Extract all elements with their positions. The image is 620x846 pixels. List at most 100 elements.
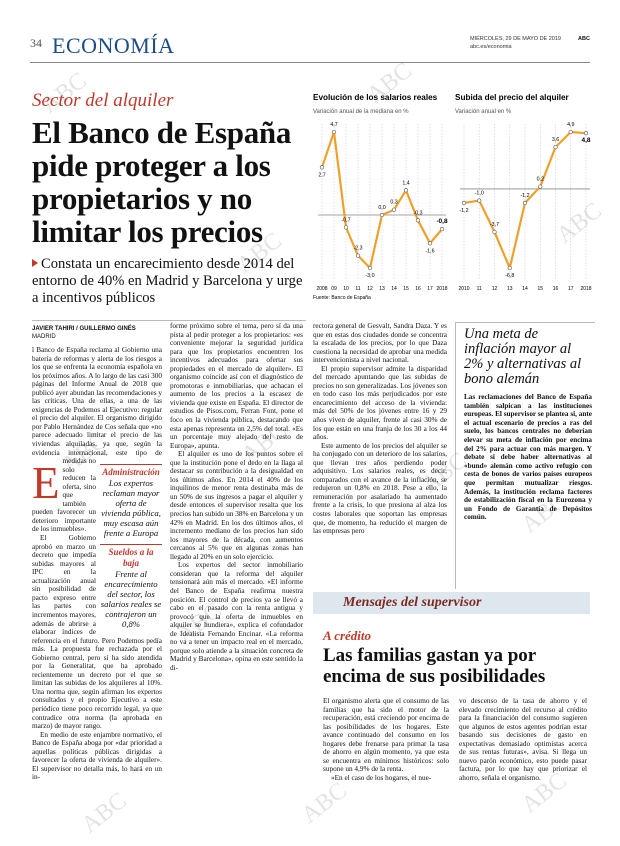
paragraph-text: Este aumento de los precios del alquiler…	[313, 441, 447, 536]
paragraph: rectora general de Gesvalt, Sandra Daza.…	[313, 322, 447, 365]
subhead: Constata un encarecimiento desde 2014 de…	[32, 256, 304, 307]
charts: Evolución de los salarios reales Variació…	[313, 93, 592, 301]
x-tick-label: 17	[568, 286, 574, 292]
kicker: Sector del alquiler	[32, 90, 174, 111]
point	[492, 229, 497, 235]
paragraph-text: El alquiler es uno de los puntos sobre e…	[170, 450, 303, 561]
x-tick-label: 12	[492, 286, 498, 292]
x-tick-label: 16	[553, 286, 559, 292]
point	[331, 129, 337, 135]
data-label: 2,7	[318, 172, 325, 178]
data-label: 0,0	[378, 205, 385, 211]
pull-quote-text: Frente al encarecimiento del sector, los…	[100, 569, 162, 629]
pull-quote-text: Los expertos reclaman mayor oferta de vi…	[101, 478, 161, 538]
paragraph: forme próximo sobre el tema, pero sí da …	[170, 322, 303, 450]
point	[415, 218, 421, 223]
data-label: 4,9	[567, 122, 574, 128]
body-column: forme próximo sobre el tema, pero sí da …	[170, 322, 303, 672]
x-tick-label: 11	[477, 286, 482, 292]
point	[583, 131, 589, 136]
data-label: -0,7	[341, 217, 350, 223]
byline: JAVIER TAHIRI / GUILLERMO GINÉS	[32, 326, 136, 332]
section-title: ECONOMÍA	[52, 33, 175, 58]
data-label: -2,3	[353, 246, 362, 252]
x-tick-label: 15	[403, 286, 409, 292]
watermark: ABC	[296, 777, 352, 829]
x-tick-label: 12	[367, 286, 373, 292]
sidebar-headline: Una meta de inflación mayor al 2% y alte…	[464, 326, 582, 387]
x-tick-label: 2008	[316, 286, 327, 292]
paragraph: »En el caso de los hogares, el nue-	[331, 773, 432, 782]
subhead-text: Constata un encarecimiento desde 2014 de…	[32, 256, 303, 306]
point	[355, 253, 361, 258]
x-tick-label: 15	[537, 286, 543, 292]
kicker: A crédito	[323, 628, 372, 643]
point	[427, 241, 433, 246]
data-label: 4,8	[581, 137, 590, 144]
point	[343, 225, 349, 230]
point	[367, 265, 373, 271]
data-label: -1,2	[520, 193, 529, 199]
section-banner: Mensajes del supervisor	[313, 592, 590, 614]
data-label: -1,2	[459, 208, 468, 214]
data-label: 0,3	[390, 200, 397, 206]
chart-subtitle: Variación anual de la mediana en %	[313, 109, 409, 115]
pull-quote-label: Sueldos a la baja	[100, 544, 162, 569]
brand: ABC	[578, 36, 590, 42]
location: MADRID	[32, 334, 56, 340]
point	[522, 200, 528, 206]
headline: El Banco de España pide proteger a los p…	[32, 115, 292, 249]
x-tick-label: 14	[391, 286, 397, 292]
point	[391, 207, 397, 212]
x-tick-label: 2010	[458, 286, 469, 292]
x-tick-label: 2018	[436, 286, 447, 292]
paragraph-text: En medio de este enjambre normativo, el …	[32, 730, 162, 782]
data-label: 3,6	[552, 137, 559, 143]
paragraph-text: El Gobierno aprobó en marzo un decreto q…	[32, 534, 162, 731]
data-label: -3,0	[365, 273, 374, 279]
data-label: 4,7	[330, 122, 337, 128]
paragraph: El Gobierno aprobó en marzo un decreto q…	[32, 534, 162, 731]
date: MIÉRCOLES, 29 DE MAYO DE 2019	[470, 36, 561, 42]
point	[439, 226, 445, 232]
paragraph-text: Los expertos del sector inmobiliario con…	[170, 561, 303, 672]
data-label: -1,0	[475, 191, 484, 197]
point	[538, 184, 543, 189]
x-tick-label: 13	[507, 286, 513, 292]
data-label: -0,3	[413, 210, 422, 216]
point	[319, 165, 325, 170]
paragraph: Este aumento de los precios del alquiler…	[313, 442, 447, 536]
paragraph-text: l Banco de España reclama al Gobierno un…	[32, 346, 162, 534]
data-label: -1,6	[425, 248, 434, 254]
chart-source: Fuente: Banco de España	[313, 295, 371, 301]
body-column: rectora general de Gesvalt, Sandra Daza.…	[313, 322, 447, 536]
point	[507, 265, 512, 271]
sidebar-text: Las reclamaciones del Banco de España ta…	[464, 393, 592, 522]
pull-quotes: Administración Los expertos reclaman mayo…	[100, 464, 162, 635]
header-rule	[30, 62, 590, 63]
point	[379, 212, 385, 218]
paragraph: vo descenso de la tasa de ahorro y el el…	[459, 697, 587, 782]
x-tick-label: 16	[415, 286, 421, 292]
x-tick-label: 2018	[580, 286, 591, 292]
point	[477, 198, 482, 203]
chart-title: Evolución de los salarios reales	[313, 93, 438, 102]
body-column: El organismo alerta que el consumo de la…	[323, 697, 449, 782]
paragraph: En medio de este enjambre normativo, el …	[32, 731, 162, 782]
point	[403, 188, 409, 193]
x-tick-label: 10	[343, 286, 349, 292]
chart-subtitle: Variación anual en %	[455, 109, 512, 115]
data-label: 1,4	[402, 180, 409, 186]
x-tick-label: 13	[379, 286, 385, 292]
pull-quote-label: Administración	[100, 464, 162, 478]
headline: Las familias gastan ya por encima de sus…	[323, 645, 546, 687]
body-column: Administración Los expertos reclaman mayo…	[32, 346, 162, 782]
watermark: ABC	[76, 787, 132, 839]
drop-cap: E	[32, 458, 60, 508]
paragraph: Los expertos del sector inmobiliario con…	[170, 561, 303, 672]
paragraph: El alquiler es uno de los puntos sobre e…	[170, 450, 303, 561]
data-label: 0,2	[537, 177, 544, 183]
banner-text: Mensajes del supervisor	[343, 595, 482, 610]
